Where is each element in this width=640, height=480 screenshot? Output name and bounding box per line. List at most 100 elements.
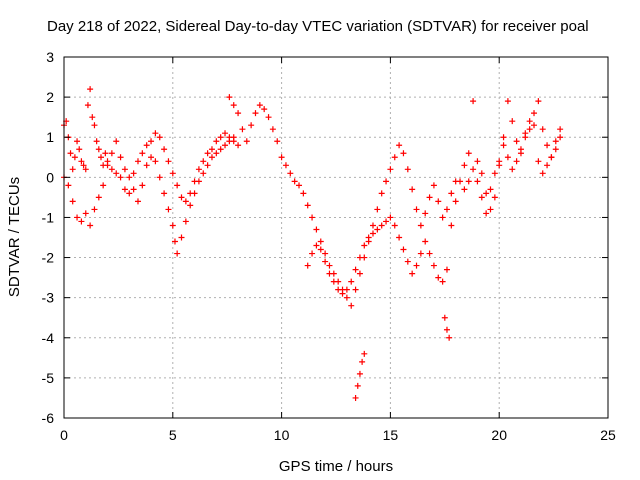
data-point — [82, 210, 89, 217]
data-point — [208, 154, 215, 161]
data-point — [69, 198, 76, 205]
data-point — [243, 138, 250, 145]
data-point — [213, 150, 220, 157]
data-point — [108, 166, 115, 173]
data-point — [348, 278, 355, 285]
data-point — [443, 266, 450, 273]
y-tick-label: -6 — [42, 410, 55, 426]
data-point — [361, 350, 368, 357]
data-point — [339, 290, 346, 297]
data-point — [474, 178, 481, 185]
grid — [64, 57, 608, 418]
data-point — [461, 162, 468, 169]
data-point — [226, 94, 233, 101]
y-tick-label: 1 — [46, 129, 54, 145]
data-point — [354, 382, 361, 389]
data-point — [74, 138, 81, 145]
data-point — [365, 234, 372, 241]
data-point — [356, 370, 363, 377]
data-point — [87, 222, 94, 229]
data-point — [413, 206, 420, 213]
data-point — [446, 334, 453, 341]
data-point — [352, 266, 359, 273]
data-point — [348, 302, 355, 309]
data-point — [213, 138, 220, 145]
data-point — [474, 158, 481, 165]
data-point — [121, 186, 128, 193]
data-point — [387, 214, 394, 221]
data-point — [400, 246, 407, 253]
data-point — [443, 326, 450, 333]
data-point — [330, 278, 337, 285]
data-point — [374, 206, 381, 213]
data-point — [248, 122, 255, 129]
data-point — [465, 178, 472, 185]
data-point — [265, 114, 272, 121]
data-point — [352, 286, 359, 293]
data-point — [426, 194, 433, 201]
data-point — [526, 118, 533, 125]
data-point — [97, 154, 104, 161]
data-point — [182, 198, 189, 205]
data-point — [352, 394, 359, 401]
y-axis-label: SDTVAR / TECUs — [6, 177, 23, 297]
series-sdtvar_b — [61, 134, 237, 257]
data-point — [491, 194, 498, 201]
data-point — [165, 158, 172, 165]
data-point — [387, 166, 394, 173]
y-tick-label: -1 — [42, 209, 55, 225]
data-point — [89, 114, 96, 121]
data-point — [152, 158, 159, 165]
data-point — [95, 146, 102, 153]
data-point — [448, 190, 455, 197]
data-point — [84, 102, 91, 109]
data-point — [130, 186, 137, 193]
data-point — [117, 154, 124, 161]
data-point — [230, 102, 237, 109]
data-point — [317, 238, 324, 245]
data-point — [326, 262, 333, 269]
data-point — [422, 238, 429, 245]
data-point — [222, 130, 229, 137]
data-point — [391, 222, 398, 229]
data-point — [178, 194, 185, 201]
data-point — [487, 206, 494, 213]
data-point — [204, 150, 211, 157]
data-point — [500, 142, 507, 149]
data-point — [356, 270, 363, 277]
data-point — [69, 166, 76, 173]
data-point — [383, 218, 390, 225]
data-point — [439, 214, 446, 221]
data-point — [169, 222, 176, 229]
data-point — [93, 138, 100, 145]
data-point — [121, 166, 128, 173]
data-point — [217, 134, 224, 141]
data-point — [322, 258, 329, 265]
data-point — [161, 146, 168, 153]
data-point — [100, 182, 107, 189]
data-point — [404, 166, 411, 173]
x-tick-label: 15 — [383, 427, 399, 443]
data-point — [391, 154, 398, 161]
data-point — [504, 154, 511, 161]
data-point — [313, 242, 320, 249]
data-point — [426, 250, 433, 257]
data-point — [65, 182, 72, 189]
data-point — [235, 110, 242, 117]
data-point — [552, 146, 559, 153]
y-tick-label: -5 — [42, 370, 55, 386]
data-point — [417, 222, 424, 229]
data-point — [313, 226, 320, 233]
data-point — [91, 122, 98, 129]
data-point — [161, 190, 168, 197]
data-point — [526, 126, 533, 133]
data-point — [535, 158, 542, 165]
data-point — [544, 162, 551, 169]
data-point — [483, 210, 490, 217]
data-point — [441, 314, 448, 321]
data-point — [304, 202, 311, 209]
data-point — [169, 170, 176, 177]
data-point — [178, 234, 185, 241]
data-point — [130, 170, 137, 177]
